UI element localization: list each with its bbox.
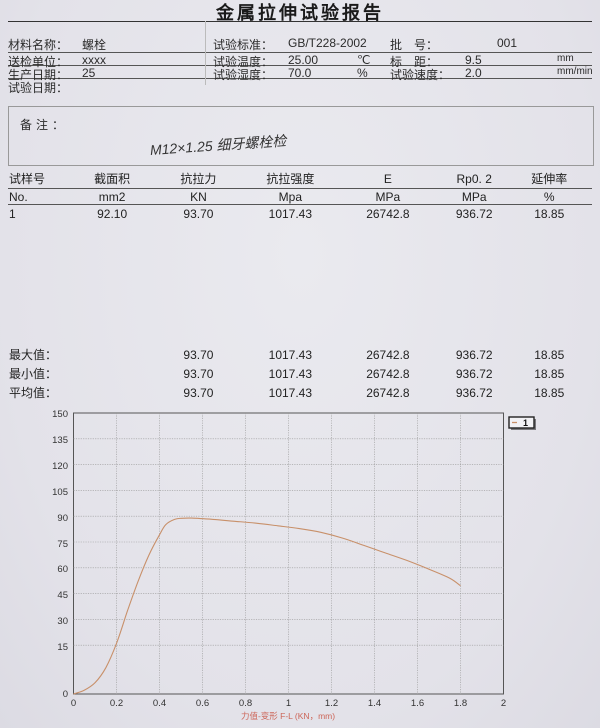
svg-text:1.2: 1.2	[325, 698, 338, 709]
svg-text:1: 1	[286, 698, 291, 709]
svg-text:135: 135	[52, 435, 68, 446]
svg-text:0.6: 0.6	[196, 698, 209, 709]
svg-text:力值-变形 F-L (KN，mm): 力值-变形 F-L (KN，mm)	[241, 711, 335, 721]
svg-text:0.2: 0.2	[110, 698, 123, 709]
svg-text:15: 15	[57, 642, 68, 653]
svg-text:1.6: 1.6	[411, 698, 424, 709]
svg-text:0.4: 0.4	[153, 698, 166, 709]
svg-text:60: 60	[57, 564, 68, 575]
svg-text:2: 2	[501, 698, 506, 709]
svg-text:1.4: 1.4	[368, 698, 381, 709]
svg-text:0: 0	[63, 689, 68, 700]
svg-text:105: 105	[52, 487, 68, 498]
svg-text:0: 0	[71, 698, 76, 709]
svg-text:75: 75	[57, 539, 68, 550]
svg-text:0.8: 0.8	[239, 698, 252, 709]
svg-text:1.8: 1.8	[454, 698, 467, 709]
svg-text:120: 120	[52, 461, 68, 472]
svg-text:45: 45	[57, 590, 68, 601]
svg-text:1: 1	[523, 418, 528, 428]
svg-text:30: 30	[57, 616, 68, 627]
svg-text:90: 90	[57, 513, 68, 524]
svg-text:150: 150	[52, 409, 68, 420]
